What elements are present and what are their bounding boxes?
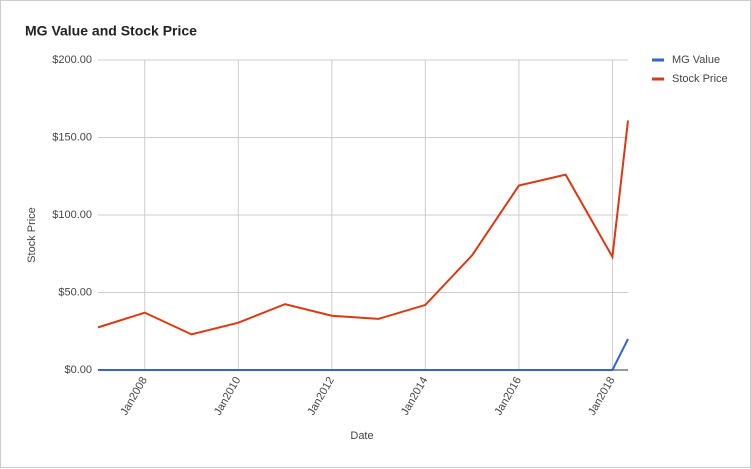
y-tick-label: $50.00 <box>58 286 92 298</box>
y-tick-label: $200.00 <box>52 54 92 66</box>
y-tick-label: $150.00 <box>52 131 92 143</box>
line <box>98 338 629 371</box>
line <box>97 120 629 336</box>
y-tick-label: $100.00 <box>52 209 92 221</box>
x-axis-label: Date <box>350 430 373 442</box>
y-axis-label: Stock Price <box>26 207 38 263</box>
legend-label: MG Value <box>672 54 720 66</box>
legend-label: Stock Price <box>672 73 728 85</box>
y-tick-label: $0.00 <box>64 364 92 376</box>
chart-title: MG Value and Stock Price <box>25 23 197 39</box>
